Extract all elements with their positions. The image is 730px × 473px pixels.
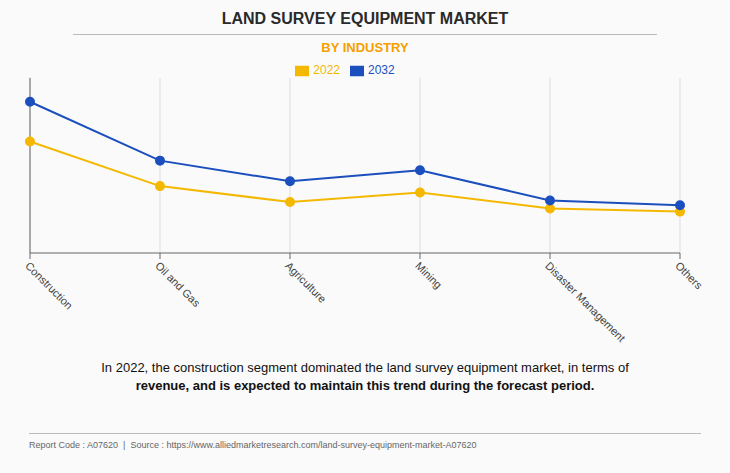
svg-text:Others: Others <box>673 259 705 291</box>
html-text:BY INDUSTRY: BY INDUSTRY <box>321 40 409 55</box>
svg-text:Construction: Construction <box>23 259 75 311</box>
html-text:2032: 2032 <box>368 63 395 77</box>
html-text:revenue, and is expected to ma: revenue, and is expected to maintain thi… <box>135 378 595 393</box>
svg-text:Oil and Gas: Oil and Gas <box>153 259 203 309</box>
html-text:2022: 2022 <box>313 63 340 77</box>
svg-text:Mining: Mining <box>413 259 444 290</box>
html-text:In 2022, the construction segm: In 2022, the construction segment domina… <box>101 360 629 375</box>
html-text:LAND SURVEY EQUIPMENT MARKET: LAND SURVEY EQUIPMENT MARKET <box>221 10 509 27</box>
html-text:Report Code : A07620 | Source: Report Code : A07620 | Source : https://… <box>29 440 477 450</box>
svg-text:Agriculture: Agriculture <box>283 259 329 305</box>
svg-text:Disaster Management: Disaster Management <box>543 259 628 344</box>
